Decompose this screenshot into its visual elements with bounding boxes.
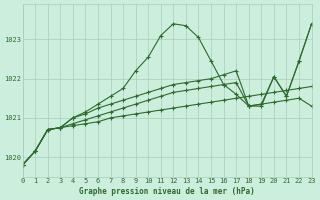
X-axis label: Graphe pression niveau de la mer (hPa): Graphe pression niveau de la mer (hPa) — [79, 187, 255, 196]
